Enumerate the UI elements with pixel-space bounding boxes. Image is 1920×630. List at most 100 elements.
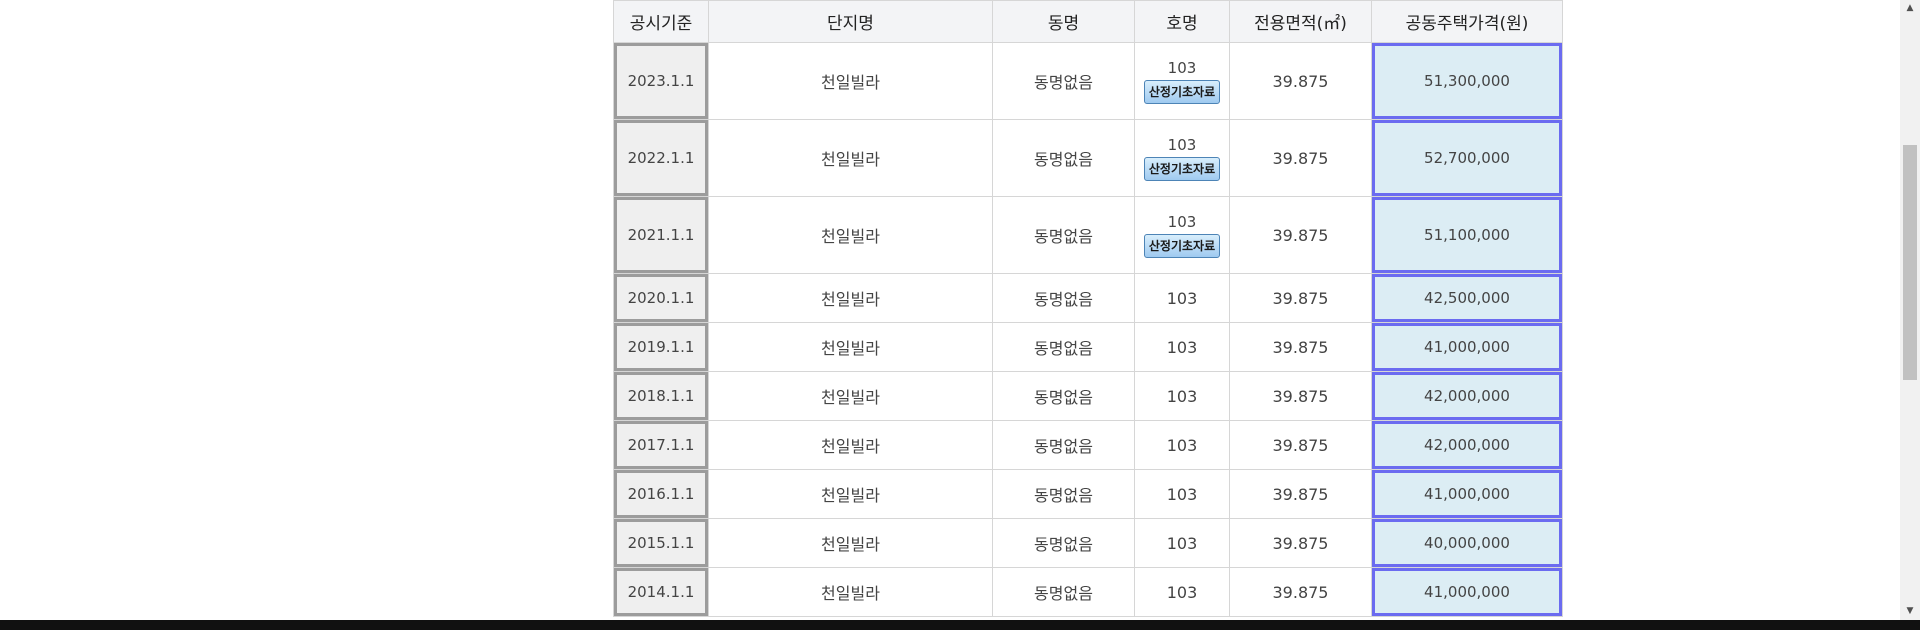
ho-number: 103 <box>1167 58 1197 77</box>
price-cell: 41,000,000 <box>1371 322 1563 372</box>
date-button[interactable]: 2020.1.1 <box>614 274 708 322</box>
ho-cell: 103 <box>1134 567 1230 617</box>
table-body: 2023.1.1 천일빌라 동명없음 103 산정기초자료 39.875 51,300,00… <box>613 42 1563 617</box>
area-cell: 39.875 <box>1229 469 1372 519</box>
date-cell: 2017.1.1 <box>613 420 709 470</box>
date-button[interactable]: 2016.1.1 <box>614 470 708 518</box>
price-cell: 51,300,000 <box>1371 42 1563 120</box>
price-cell: 51,100,000 <box>1371 196 1563 274</box>
price-value[interactable]: 41,000,000 <box>1372 568 1562 616</box>
page-viewport: 공시기준 단지명 동명 호명 전용면적(㎡) 공동주택가격(원) 2023.1.… <box>613 0 1563 617</box>
area-cell: 39.875 <box>1229 119 1372 197</box>
bottom-bar <box>0 620 1920 630</box>
complex-name-cell: 천일빌라 <box>708 518 993 568</box>
area-cell: 39.875 <box>1229 196 1372 274</box>
scroll-up-icon[interactable]: ▲ <box>1906 3 1914 13</box>
table-header: 공시기준 단지명 동명 호명 전용면적(㎡) 공동주택가격(원) <box>613 0 1563 43</box>
area-cell: 39.875 <box>1229 567 1372 617</box>
date-button[interactable]: 2022.1.1 <box>614 120 708 196</box>
date-button[interactable]: 2023.1.1 <box>614 43 708 119</box>
price-cell: 42,500,000 <box>1371 273 1563 323</box>
table-row: 2021.1.1 천일빌라 동명없음 103 산정기초자료 39.875 51,100,00… <box>613 196 1563 274</box>
price-value[interactable]: 51,300,000 <box>1372 43 1562 119</box>
header-ho: 호명 <box>1134 0 1230 43</box>
dong-cell: 동명없음 <box>992 119 1135 197</box>
header-price: 공동주택가격(원) <box>1371 0 1563 43</box>
price-value[interactable]: 42,000,000 <box>1372 372 1562 420</box>
area-cell: 39.875 <box>1229 518 1372 568</box>
ho-cell: 103 <box>1134 518 1230 568</box>
date-button[interactable]: 2017.1.1 <box>614 421 708 469</box>
calculation-basis-button[interactable]: 산정기초자료 <box>1143 79 1221 104</box>
dong-cell: 동명없음 <box>992 420 1135 470</box>
date-cell: 2022.1.1 <box>613 119 709 197</box>
price-cell: 40,000,000 <box>1371 518 1563 568</box>
scroll-down-icon[interactable]: ▼ <box>1906 606 1914 616</box>
header-date: 공시기준 <box>613 0 709 43</box>
dong-cell: 동명없음 <box>992 196 1135 274</box>
vertical-scrollbar[interactable]: ▲ ▼ <box>1900 0 1920 620</box>
date-button[interactable]: 2019.1.1 <box>614 323 708 371</box>
date-button[interactable]: 2015.1.1 <box>614 519 708 567</box>
complex-name-cell: 천일빌라 <box>708 420 993 470</box>
complex-name-cell: 천일빌라 <box>708 567 993 617</box>
price-cell: 42,000,000 <box>1371 371 1563 421</box>
price-value[interactable]: 42,000,000 <box>1372 421 1562 469</box>
area-cell: 39.875 <box>1229 273 1372 323</box>
apartment-price-table: 공시기준 단지명 동명 호명 전용면적(㎡) 공동주택가격(원) 2023.1.… <box>613 0 1563 617</box>
date-cell: 2014.1.1 <box>613 567 709 617</box>
date-cell: 2019.1.1 <box>613 322 709 372</box>
date-cell: 2021.1.1 <box>613 196 709 274</box>
calculation-basis-button[interactable]: 산정기초자료 <box>1143 233 1221 258</box>
price-value[interactable]: 41,000,000 <box>1372 323 1562 371</box>
table-row: 2014.1.1 천일빌라 동명없음 103 39.875 41,000,000 <box>613 567 1563 617</box>
complex-name-cell: 천일빌라 <box>708 42 993 120</box>
table-row: 2022.1.1 천일빌라 동명없음 103 산정기초자료 39.875 52,700,00… <box>613 119 1563 197</box>
ho-number: 103 <box>1167 135 1197 154</box>
table-row: 2019.1.1 천일빌라 동명없음 103 39.875 41,000,000 <box>613 322 1563 372</box>
complex-name-cell: 천일빌라 <box>708 469 993 519</box>
dong-cell: 동명없음 <box>992 322 1135 372</box>
ho-cell: 103 <box>1134 273 1230 323</box>
price-value[interactable]: 42,500,000 <box>1372 274 1562 322</box>
price-value[interactable]: 51,100,000 <box>1372 197 1562 273</box>
ho-cell: 103 <box>1134 322 1230 372</box>
date-cell: 2020.1.1 <box>613 273 709 323</box>
price-cell: 41,000,000 <box>1371 567 1563 617</box>
date-cell: 2016.1.1 <box>613 469 709 519</box>
area-cell: 39.875 <box>1229 371 1372 421</box>
table-row: 2023.1.1 천일빌라 동명없음 103 산정기초자료 39.875 51,300,00… <box>613 42 1563 120</box>
calculation-basis-button[interactable]: 산정기초자료 <box>1143 156 1221 181</box>
dong-cell: 동명없음 <box>992 42 1135 120</box>
scroll-thumb[interactable] <box>1903 145 1917 380</box>
table-row: 2018.1.1 천일빌라 동명없음 103 39.875 42,000,000 <box>613 371 1563 421</box>
area-cell: 39.875 <box>1229 42 1372 120</box>
date-button[interactable]: 2021.1.1 <box>614 197 708 273</box>
price-value[interactable]: 41,000,000 <box>1372 470 1562 518</box>
ho-cell: 103 산정기초자료 <box>1134 196 1230 274</box>
ho-cell: 103 산정기초자료 <box>1134 42 1230 120</box>
area-cell: 39.875 <box>1229 420 1372 470</box>
price-value[interactable]: 52,700,000 <box>1372 120 1562 196</box>
dong-cell: 동명없음 <box>992 469 1135 519</box>
date-button[interactable]: 2018.1.1 <box>614 372 708 420</box>
date-cell: 2023.1.1 <box>613 42 709 120</box>
date-button[interactable]: 2014.1.1 <box>614 568 708 616</box>
price-cell: 41,000,000 <box>1371 469 1563 519</box>
complex-name-cell: 천일빌라 <box>708 322 993 372</box>
table-row: 2016.1.1 천일빌라 동명없음 103 39.875 41,000,000 <box>613 469 1563 519</box>
header-complex-name: 단지명 <box>708 0 993 43</box>
price-cell: 52,700,000 <box>1371 119 1563 197</box>
complex-name-cell: 천일빌라 <box>708 119 993 197</box>
header-area: 전용면적(㎡) <box>1229 0 1372 43</box>
table-row: 2017.1.1 천일빌라 동명없음 103 39.875 42,000,000 <box>613 420 1563 470</box>
dong-cell: 동명없음 <box>992 518 1135 568</box>
table-row: 2015.1.1 천일빌라 동명없음 103 39.875 40,000,000 <box>613 518 1563 568</box>
ho-cell: 103 산정기초자료 <box>1134 119 1230 197</box>
date-cell: 2018.1.1 <box>613 371 709 421</box>
ho-cell: 103 <box>1134 469 1230 519</box>
price-value[interactable]: 40,000,000 <box>1372 519 1562 567</box>
complex-name-cell: 천일빌라 <box>708 371 993 421</box>
complex-name-cell: 천일빌라 <box>708 273 993 323</box>
header-row: 공시기준 단지명 동명 호명 전용면적(㎡) 공동주택가격(원) <box>613 0 1563 43</box>
